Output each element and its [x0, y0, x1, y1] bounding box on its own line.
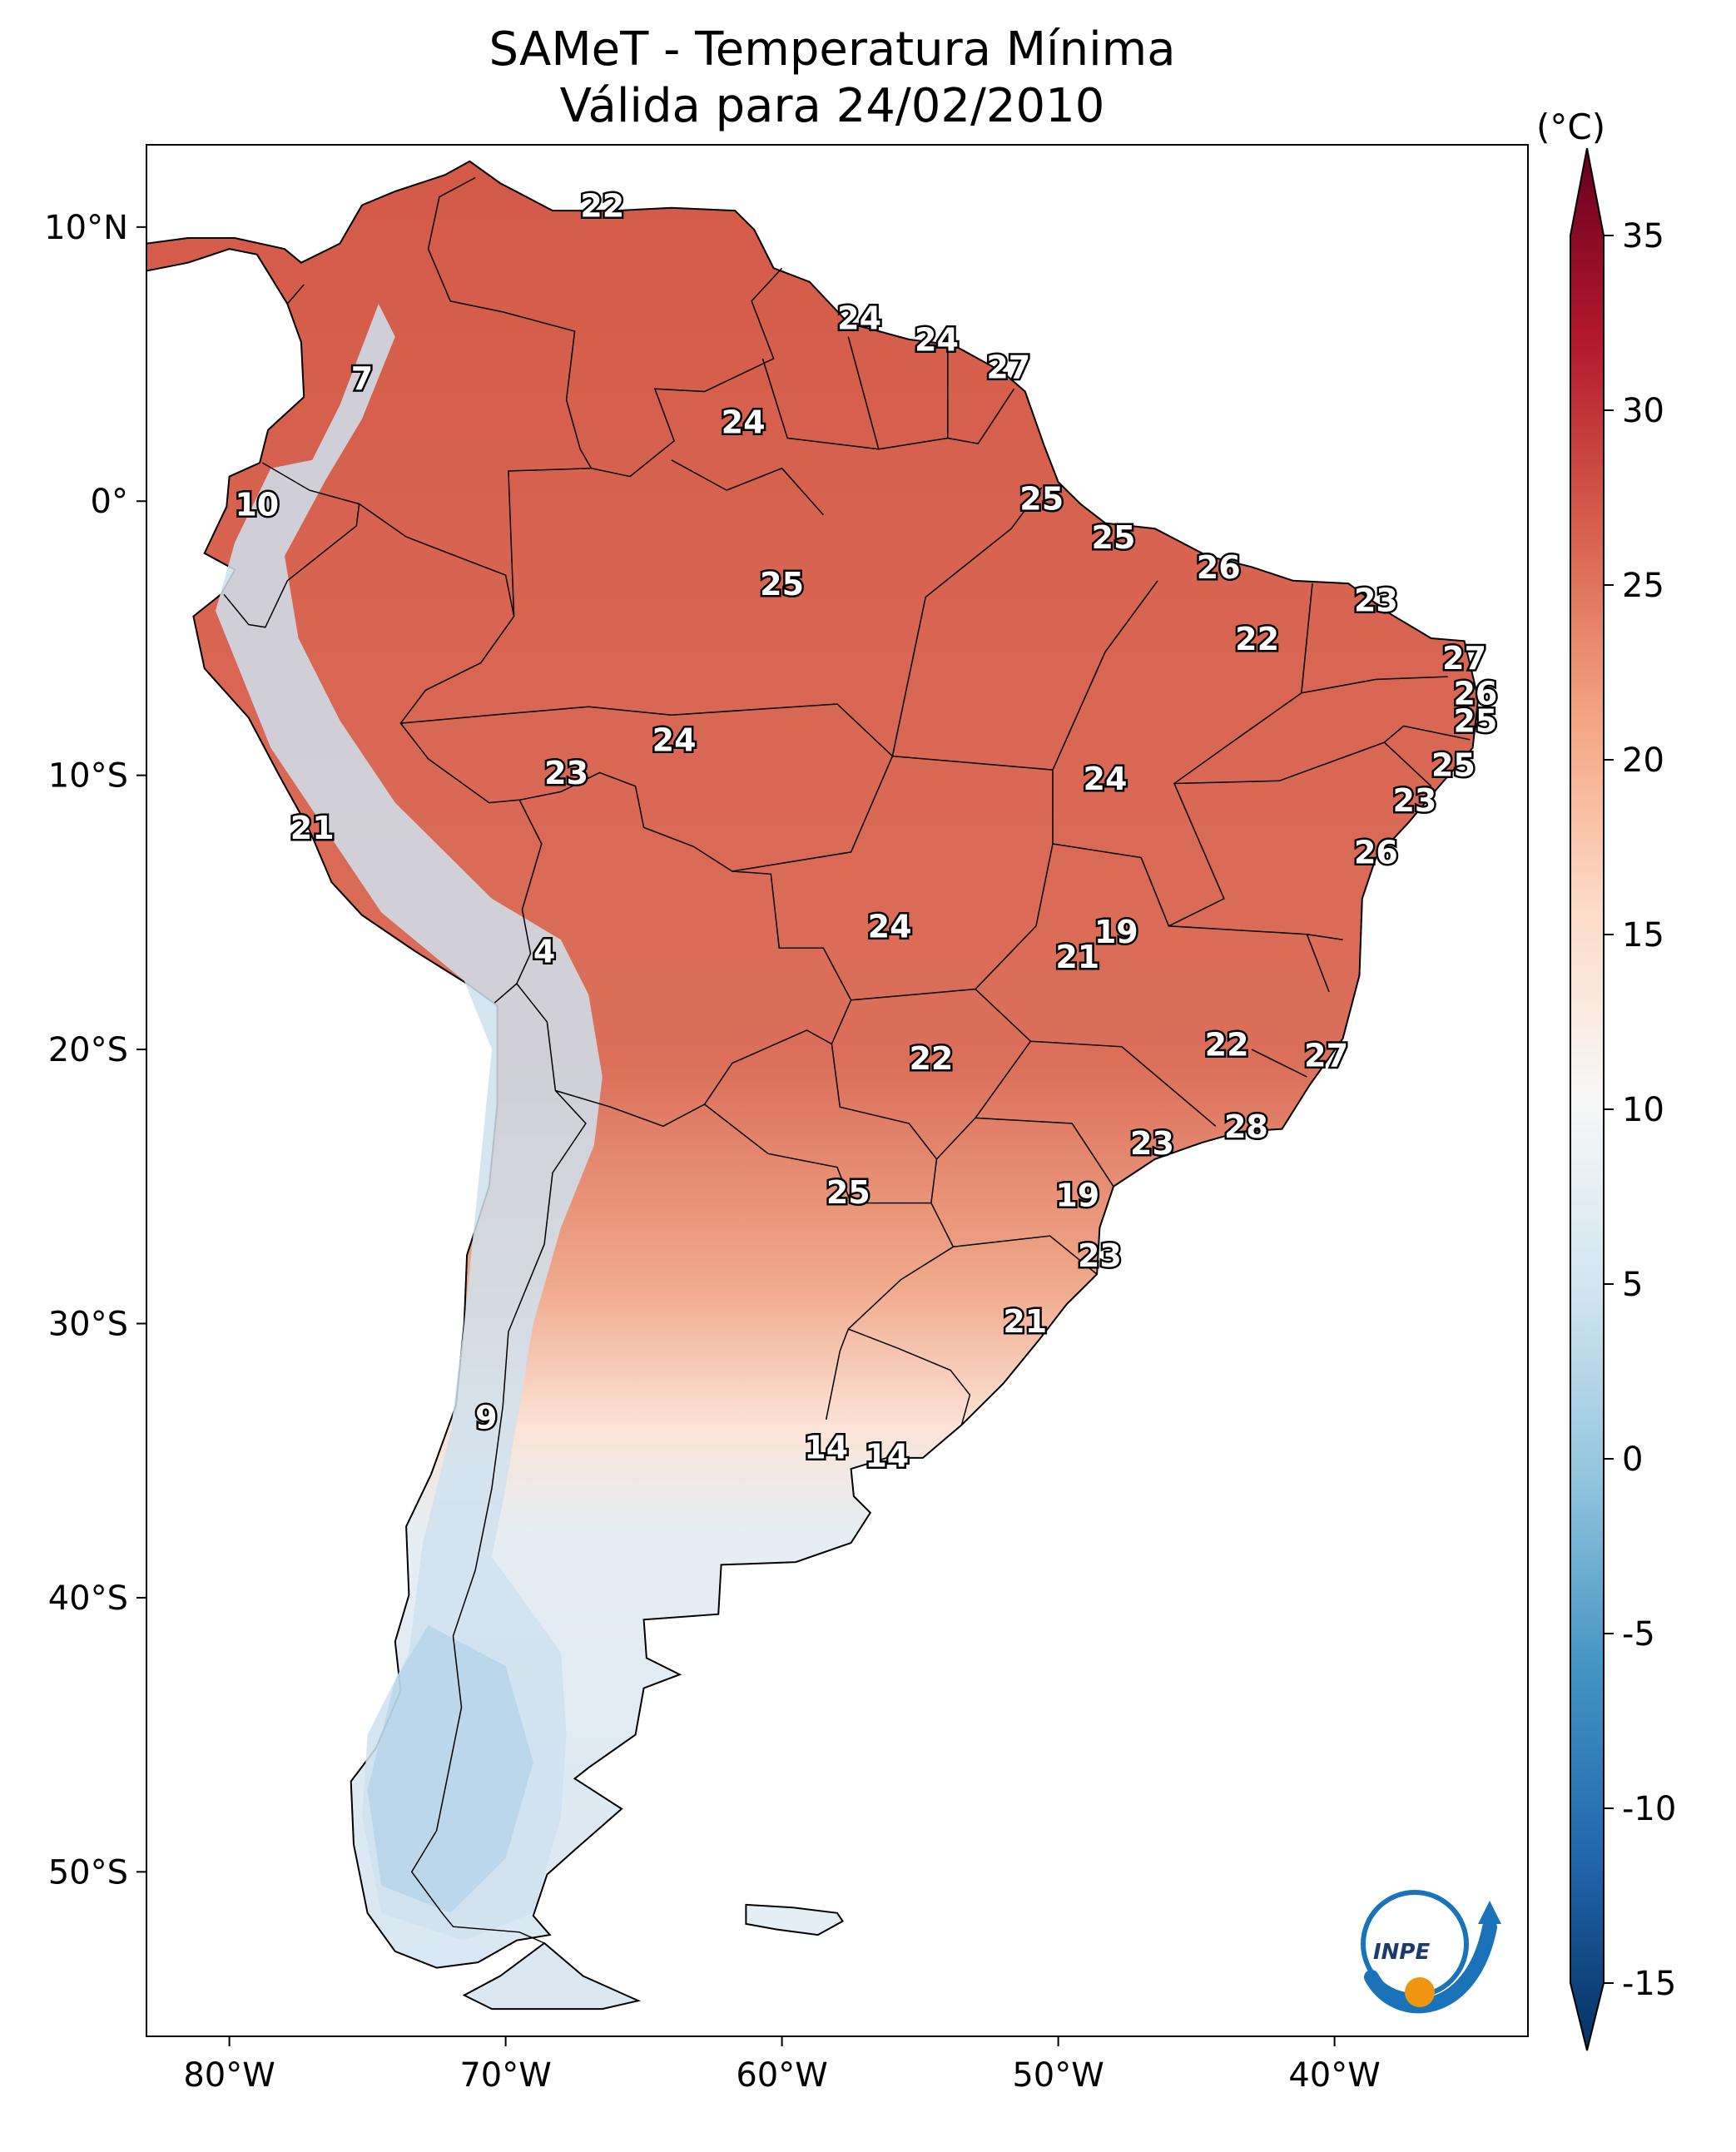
colorbar-tick-label: 30: [1622, 392, 1664, 430]
chart-title: SAMeT - Temperatura Mínima: [489, 22, 1176, 77]
station-label: 22: [1205, 1026, 1249, 1063]
station-label: 23: [1392, 782, 1436, 819]
station-label: 4: [533, 933, 555, 969]
station-label: 9: [475, 1399, 497, 1435]
station-label: 21: [1055, 939, 1099, 975]
station-label: 14: [865, 1437, 909, 1474]
station-label: 24: [1084, 761, 1128, 797]
station-label: 19: [1055, 1178, 1099, 1214]
logo-text: INPE: [1373, 1940, 1430, 1965]
colorbar-tick-label: 10: [1622, 1091, 1664, 1129]
station-label: 21: [290, 810, 335, 846]
station-label: 14: [804, 1430, 848, 1466]
station-label: 24: [915, 322, 959, 359]
station-label: 25: [826, 1174, 870, 1211]
lat-tick-label: 20°S: [48, 1031, 128, 1069]
lat-tick-label: 10°N: [44, 209, 128, 247]
country-borders: [223, 176, 1471, 1944]
colorbar-tick-label: -5: [1622, 1615, 1655, 1654]
station-label: 26: [1354, 835, 1398, 871]
lon-tick-label: 40°W: [1288, 2056, 1380, 2095]
lon-tick-label: 50°W: [1012, 2056, 1104, 2095]
station-label: 23: [1130, 1125, 1174, 1162]
inpe-logo: INPE: [1361, 1890, 1501, 2014]
station-label: 19: [1094, 914, 1138, 950]
colorbar-tick-label: 5: [1622, 1266, 1643, 1304]
colorbar-tick-label: 20: [1622, 741, 1664, 780]
lat-tick-label: 40°S: [48, 1579, 128, 1618]
station-label: 26: [1453, 676, 1497, 712]
station-label: 10: [235, 486, 279, 523]
station-label: 25: [1092, 519, 1136, 556]
station-label: 26: [1197, 549, 1241, 586]
andes-cold-band: [216, 304, 603, 1941]
station-label: 23: [544, 755, 588, 791]
station-label: 27: [1304, 1038, 1348, 1074]
station-label: 7: [351, 360, 373, 397]
lon-tick-label: 70°W: [459, 2056, 551, 2095]
station-label: 21: [1003, 1303, 1047, 1340]
station-label: 23: [1078, 1237, 1122, 1274]
lat-tick-label: 0°: [91, 483, 128, 521]
station-label: 22: [580, 187, 624, 224]
colorbar-tick-label: -15: [1622, 1965, 1676, 2003]
axis-ticks: 80°W 70°W 60°W 50°W 40°W 10°N 0° 10°S 20°S 30°S 40…: [44, 209, 1381, 2095]
station-label: 24: [722, 404, 766, 441]
falkland-islands: [745, 1903, 845, 1936]
station-label: 23: [1354, 583, 1398, 619]
lon-tick-label: 80°W: [183, 2056, 275, 2095]
colorbar: [1570, 147, 1605, 2051]
station-label: 22: [1235, 621, 1279, 657]
colorbar-unit: (°C): [1536, 107, 1606, 147]
station-label: 25: [1019, 481, 1064, 518]
colorbar-ticks: 35 30 25 20 15 10 5 0 -5 -10 -15: [1604, 217, 1676, 2003]
colorbar-tick-label: 25: [1622, 567, 1664, 605]
map-frame: [146, 144, 1529, 2037]
lat-tick-label: 50°S: [48, 1853, 128, 1892]
station-label: 25: [1453, 703, 1497, 740]
colorbar-tick-label: 0: [1622, 1440, 1643, 1479]
station-label: 24: [652, 722, 697, 759]
lon-tick-label: 60°W: [736, 2056, 827, 2095]
station-label: 24: [868, 909, 912, 945]
colorbar-tick-label: 15: [1622, 916, 1664, 955]
tierra-del-fuego: [462, 1941, 642, 2011]
colorbar-tick-label: 35: [1622, 217, 1664, 255]
station-label: 28: [1224, 1108, 1268, 1145]
station-label: 27: [1442, 640, 1486, 677]
lat-tick-label: 10°S: [48, 757, 128, 796]
station-label: 27: [986, 350, 1030, 386]
colorbar-tick-label: -10: [1622, 1790, 1676, 1828]
chart-subtitle: Válida para 24/02/2010: [559, 79, 1105, 133]
patagonia-cold-region: [367, 1624, 533, 1913]
station-label: 22: [909, 1040, 953, 1077]
station-label: 25: [1431, 746, 1476, 783]
station-label: 25: [760, 566, 804, 602]
lat-tick-label: 30°S: [48, 1306, 128, 1344]
station-label: 24: [837, 300, 881, 336]
